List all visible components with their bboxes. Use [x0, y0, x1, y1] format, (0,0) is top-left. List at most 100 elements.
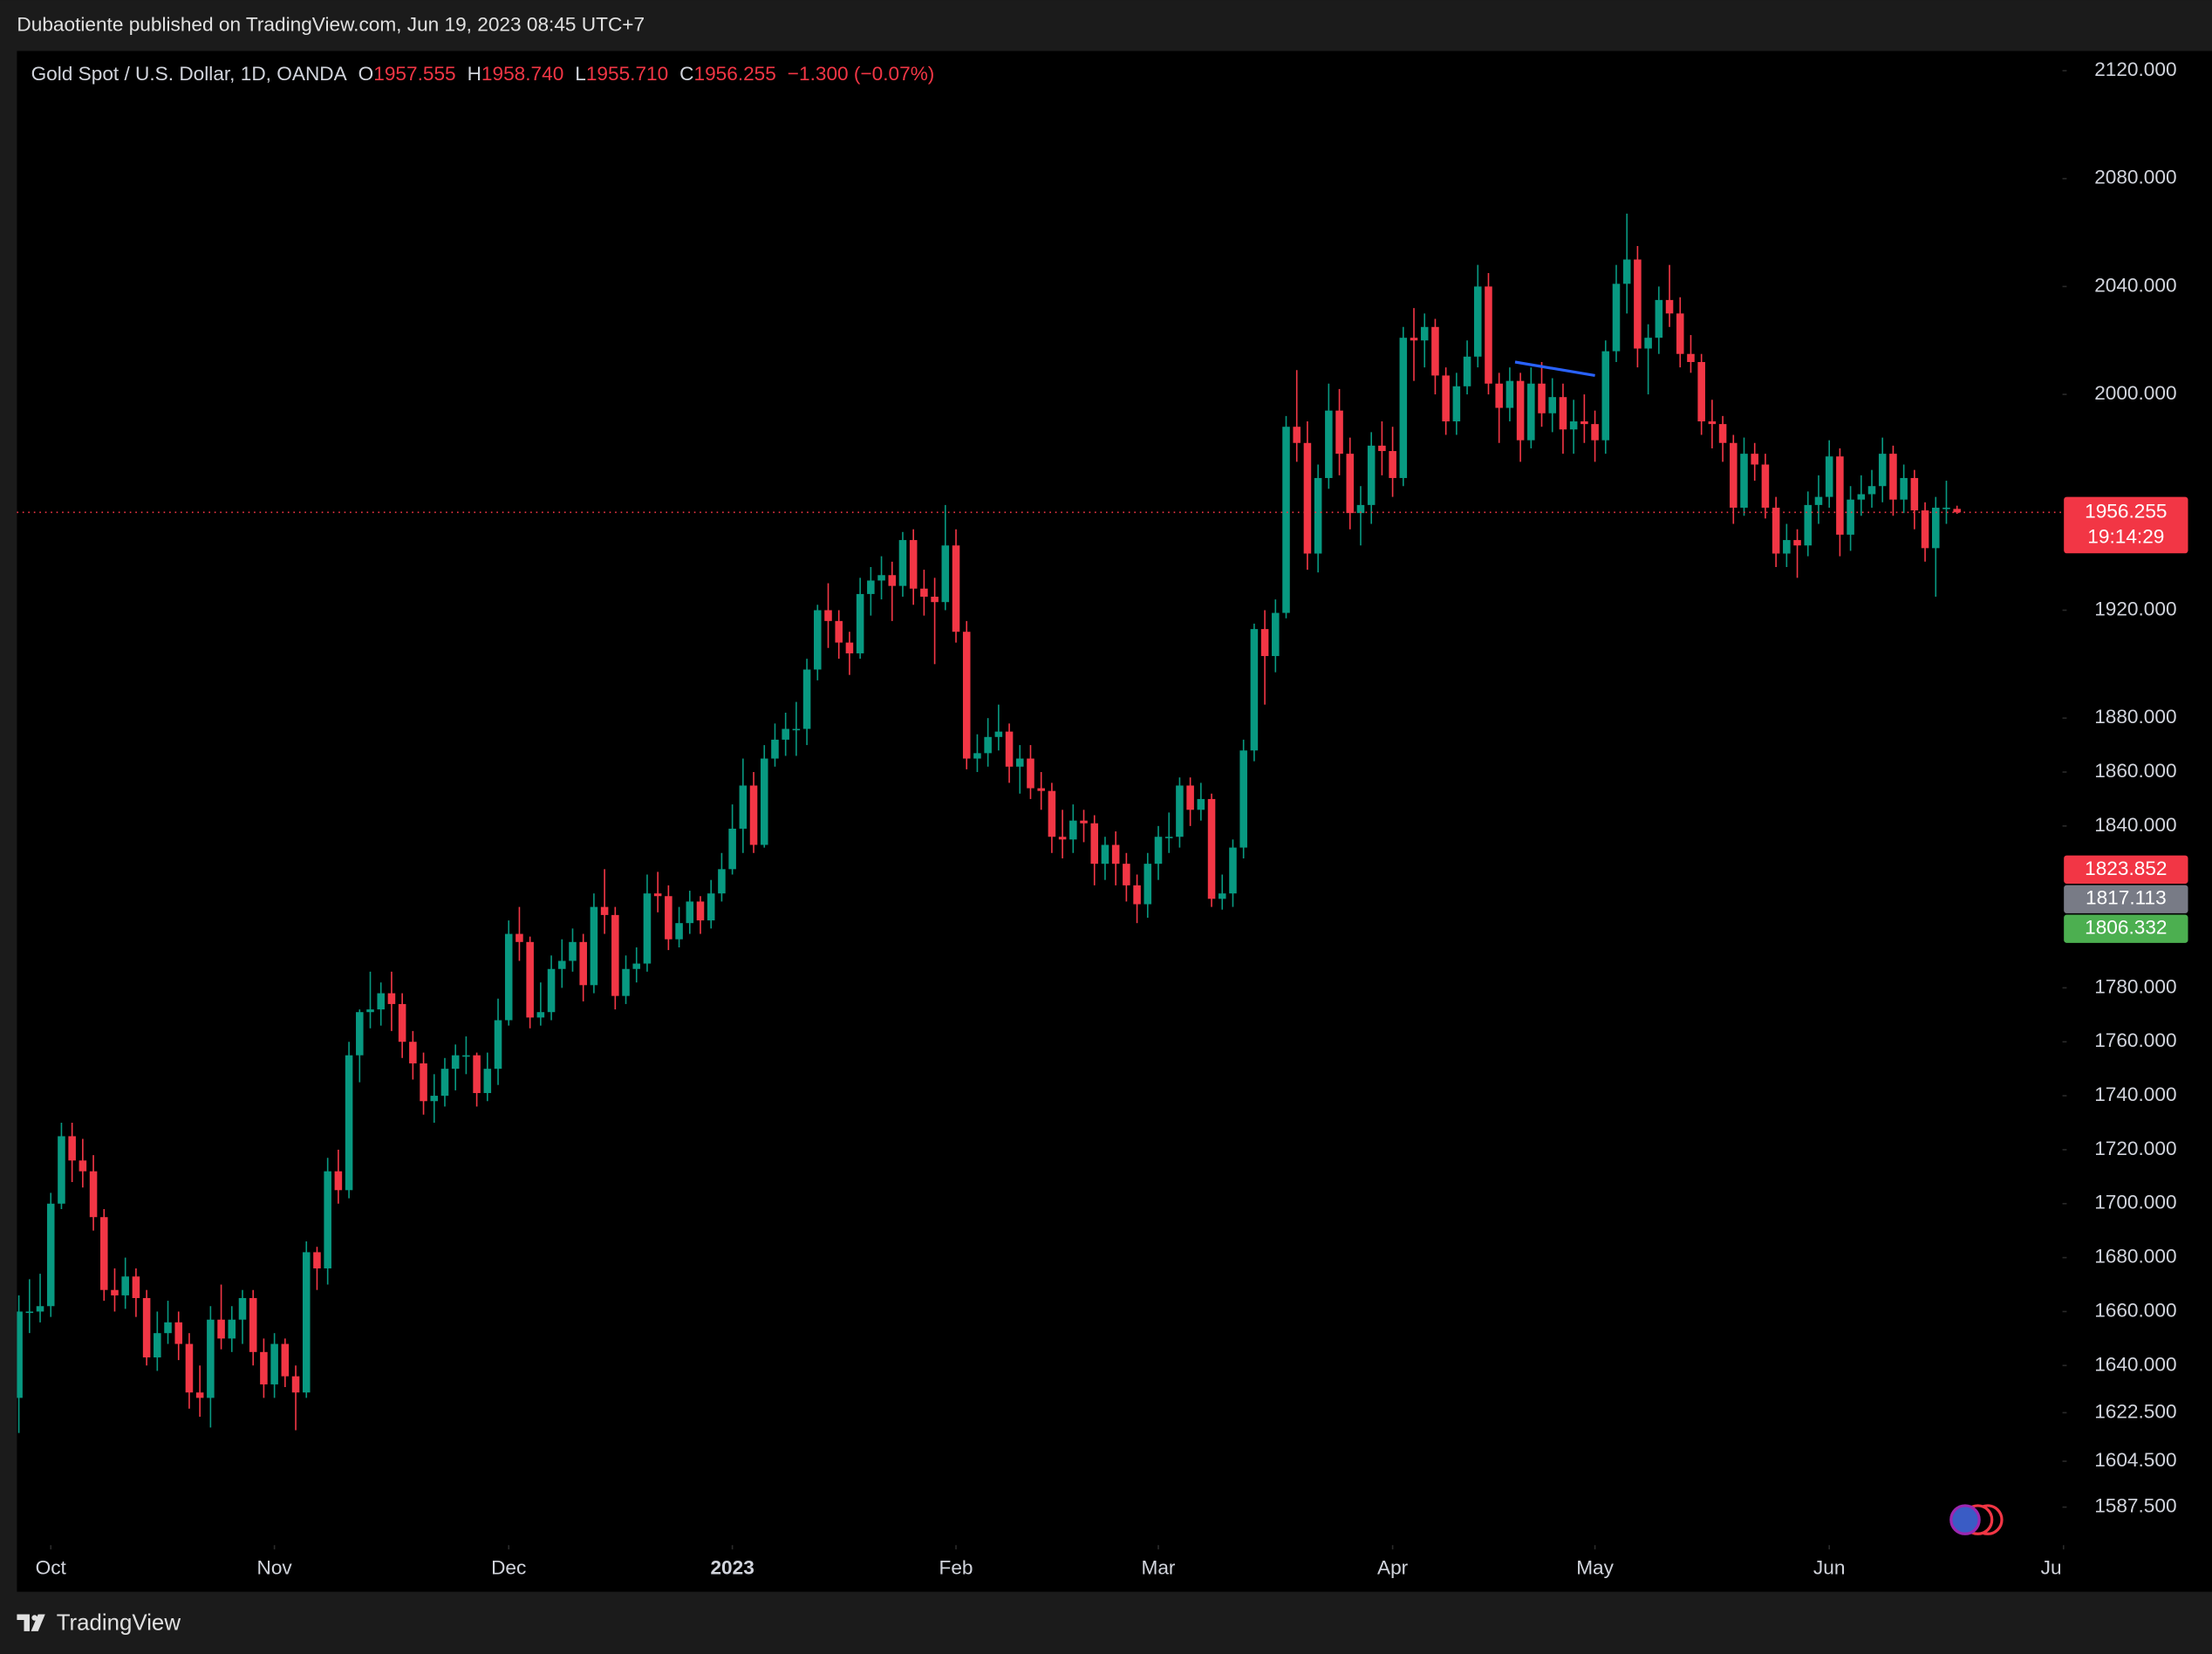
candle-body — [494, 1020, 502, 1070]
candle-body — [675, 923, 683, 940]
candle-body — [547, 968, 556, 1013]
candle-body — [888, 575, 897, 586]
candle-body — [696, 901, 705, 921]
candle-body — [345, 1055, 353, 1191]
candle-body — [1793, 540, 1801, 546]
candle-body — [398, 1003, 406, 1042]
candle-body — [334, 1171, 343, 1191]
y-tick-label: 1720.000 — [2094, 1138, 2176, 1159]
candle-body — [1463, 356, 1471, 386]
candle-body — [1250, 629, 1259, 751]
candle-body — [217, 1319, 225, 1339]
y-tick-label: 1880.000 — [2094, 706, 2176, 728]
candle-body — [920, 588, 928, 598]
candle-body — [1325, 410, 1333, 478]
candle-body — [1740, 454, 1748, 508]
candle-body — [1218, 893, 1226, 899]
candle-body — [1910, 477, 1919, 511]
candle-body — [249, 1297, 257, 1352]
candle-body — [1622, 259, 1631, 284]
candle-body — [665, 896, 672, 940]
candle-body — [36, 1306, 44, 1312]
plot-area — [17, 51, 2212, 1592]
candle-body — [228, 1319, 236, 1339]
candle-body — [1538, 383, 1546, 414]
candle-body — [1293, 427, 1301, 443]
candle-body — [718, 869, 726, 894]
legend-label: O — [358, 63, 374, 85]
y-tick-label: 1640.000 — [2094, 1353, 2176, 1375]
candle-body — [281, 1343, 290, 1377]
candle-body — [909, 540, 918, 589]
candle-body — [1282, 427, 1290, 613]
candle-body — [1804, 504, 1813, 546]
price-label-box — [2064, 885, 2188, 913]
y-tick-label: 1840.000 — [2094, 814, 2176, 836]
candle-body — [17, 1311, 23, 1398]
candle-body — [1314, 477, 1322, 554]
candle-body — [100, 1217, 108, 1290]
candle-body — [111, 1289, 119, 1295]
x-tick-label: Dec — [491, 1557, 526, 1579]
candle-body — [579, 941, 587, 986]
candle-body — [504, 933, 513, 1021]
price-label: 1817.113 — [2086, 887, 2167, 909]
candle-body — [707, 893, 715, 921]
candle-body — [1718, 424, 1727, 443]
candle-body — [1751, 454, 1758, 465]
candle-body — [611, 914, 619, 996]
candle-body — [302, 1252, 311, 1393]
candle-body — [142, 1297, 151, 1358]
candle-body — [1037, 788, 1045, 791]
legend: Gold Spot / U.S. Dollar, 1D, OANDA O1957.… — [31, 63, 935, 85]
candle-body — [643, 893, 652, 964]
candle-body — [1730, 442, 1738, 508]
legend-value: 1958.740 — [481, 63, 563, 85]
countdown-label: 19:14:29 — [2087, 525, 2164, 547]
candle-body — [845, 642, 854, 653]
x-tick-label: Apr — [1377, 1557, 1409, 1579]
x-tick-label: Feb — [939, 1557, 973, 1579]
candle-body — [569, 941, 577, 961]
candle-body — [1857, 494, 1866, 500]
x-tick-label: Oct — [36, 1557, 67, 1579]
candle-body — [451, 1055, 460, 1070]
candle-body — [1197, 798, 1205, 810]
candle-body — [1878, 454, 1887, 487]
y-tick-label: 1700.000 — [2094, 1192, 2176, 1213]
y-tick-label: 1660.000 — [2094, 1299, 2176, 1321]
candle-body — [771, 739, 779, 759]
candle-body — [430, 1096, 439, 1102]
candle-body — [1495, 383, 1503, 408]
price-label-box — [2064, 855, 2188, 884]
candle-body — [1687, 353, 1695, 362]
candle-body — [1164, 837, 1173, 838]
legend-value: 1956.255 — [693, 63, 775, 85]
y-tick-label: 2120.000 — [2094, 58, 2176, 80]
legend-symbol: Gold Spot / U.S. Dollar, 1D, OANDA — [31, 63, 348, 85]
candle-body — [1123, 864, 1130, 885]
candle-body — [1676, 313, 1684, 354]
candle-body — [25, 1311, 34, 1314]
candle-body — [1356, 504, 1365, 514]
candle-body — [1889, 454, 1897, 500]
candle-body — [195, 1392, 204, 1398]
candle-body — [483, 1069, 492, 1093]
candle-body — [632, 963, 641, 969]
candle-body — [164, 1322, 172, 1334]
candle-body — [1485, 286, 1492, 384]
candle-body — [1548, 397, 1557, 414]
candle-body — [824, 610, 832, 621]
candle-body — [1378, 445, 1386, 452]
candle-body — [590, 906, 598, 986]
candle-body — [1847, 499, 1854, 535]
candle-body — [1867, 486, 1876, 495]
events-icon — [1949, 1504, 2004, 1535]
candle-body — [440, 1069, 449, 1097]
candle-body — [760, 758, 768, 845]
candle-body — [1836, 456, 1844, 535]
candle-body — [1921, 510, 1929, 549]
candle-body — [1133, 885, 1141, 905]
candle-body — [473, 1055, 481, 1093]
candle-body — [931, 597, 939, 603]
